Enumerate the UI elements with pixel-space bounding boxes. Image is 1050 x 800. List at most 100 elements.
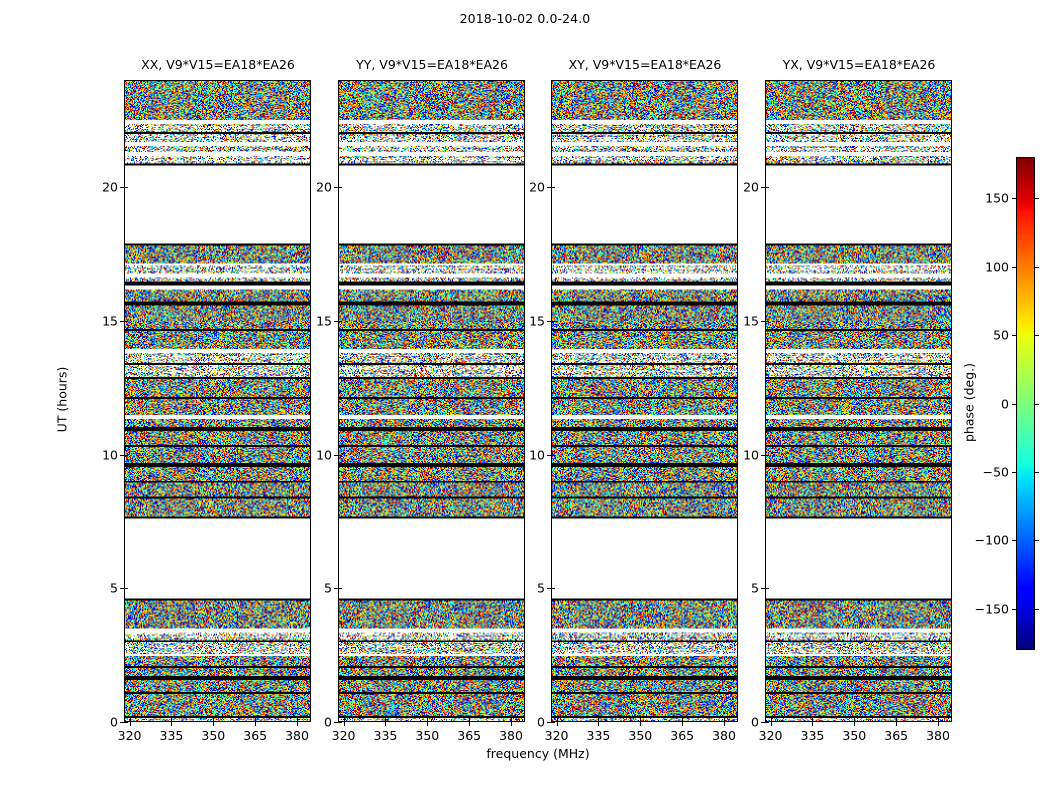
x-tick-label: 335 <box>800 728 825 743</box>
x-tick <box>770 722 772 726</box>
y-tick-label: 20 <box>316 179 332 195</box>
panel-xx: XX, V9*V15=EA18*EA26 320 335 350 365 380 0 5 10 1… <box>102 57 311 743</box>
x-tick-inner <box>938 718 940 722</box>
y-tick-label: 20 <box>102 179 118 195</box>
y-tick <box>547 320 551 322</box>
panel-xy-axes <box>551 80 738 722</box>
x-tick-inner <box>770 718 772 722</box>
panel-yx-axes <box>765 80 952 722</box>
panel-xx-heatmap <box>125 81 310 721</box>
panel-yx: YX, V9*V15=EA18*EA26 320 335 350 365 380 0 5 10 1… <box>743 57 952 743</box>
y-tick-label: 5 <box>751 580 759 596</box>
y-tick-label: 10 <box>102 447 118 462</box>
y-tick <box>547 588 551 590</box>
x-tick <box>511 722 513 726</box>
y-tick <box>761 187 765 188</box>
panel-xy-title: XY, V9*V15=EA18*EA26 <box>568 57 722 72</box>
y-axis-label: UT (hours) <box>54 366 70 433</box>
x-tick <box>427 722 429 726</box>
y-tick-label: 20 <box>529 179 545 195</box>
colorbar-tick-label: −50 <box>982 464 1009 480</box>
x-tick-inner <box>385 718 387 722</box>
y-tick <box>334 722 338 723</box>
y-tick-label: 0 <box>110 714 118 730</box>
x-tick-label: 365 <box>670 728 695 743</box>
x-tick-label: 320 <box>544 728 569 743</box>
x-tick-inner <box>854 718 856 722</box>
x-tick-inner <box>427 718 429 722</box>
x-tick-inner <box>598 718 600 722</box>
x-tick-inner <box>724 718 726 722</box>
x-tick-inner <box>129 718 131 722</box>
y-tick-label: 0 <box>324 714 332 730</box>
x-tick-label: 350 <box>628 728 653 743</box>
x-tick-label: 380 <box>712 728 736 743</box>
panel-xx-title: XX, V9*V15=EA18*EA26 <box>141 57 295 72</box>
x-tick <box>297 722 299 726</box>
x-tick <box>385 722 387 726</box>
x-tick <box>682 722 684 726</box>
colorbar-tick-label: 0 <box>1001 396 1009 411</box>
y-tick-label: 15 <box>316 313 332 329</box>
colorbar-tick <box>1035 198 1039 200</box>
colorbar <box>1016 157 1035 650</box>
y-tick <box>120 454 124 456</box>
y-tick-label: 5 <box>537 580 545 596</box>
y-tick-inner <box>551 320 555 322</box>
x-tick-label: 365 <box>457 728 482 743</box>
x-tick-inner <box>556 718 558 722</box>
y-tick-label: 10 <box>529 447 545 462</box>
x-tick-label: 320 <box>331 728 356 743</box>
y-tick-label: 5 <box>110 580 118 596</box>
colorbar-tick <box>1012 471 1016 473</box>
y-tick <box>761 588 765 590</box>
panel-yy-axes <box>338 80 525 722</box>
x-tick-label: 320 <box>117 728 142 743</box>
colorbar-tick <box>1012 266 1016 268</box>
x-tick-inner <box>343 718 345 722</box>
y-tick <box>334 320 338 322</box>
y-tick <box>761 722 765 723</box>
y-tick-inner <box>124 722 128 723</box>
x-tick <box>598 722 600 726</box>
x-tick-inner <box>896 718 898 722</box>
colorbar-tick <box>1035 335 1039 337</box>
x-tick <box>171 722 173 726</box>
x-tick <box>640 722 642 726</box>
y-tick-label: 0 <box>751 714 759 730</box>
x-tick-inner <box>297 718 299 722</box>
y-tick-inner <box>338 320 342 322</box>
y-tick <box>120 722 124 723</box>
y-tick-inner <box>765 588 769 590</box>
x-tick-inner <box>171 718 173 722</box>
x-tick <box>343 722 345 726</box>
y-tick-label: 0 <box>537 714 545 730</box>
panel-xx-axes <box>124 80 311 722</box>
colorbar-gradient <box>1016 157 1035 650</box>
x-tick-inner <box>812 718 814 722</box>
y-tick-inner <box>765 722 769 723</box>
y-tick <box>334 187 338 188</box>
x-tick-label: 350 <box>415 728 440 743</box>
x-tick <box>724 722 726 726</box>
panel-xy: XY, V9*V15=EA18*EA26 320 335 350 365 380 0 5 10 1… <box>529 57 738 743</box>
x-tick <box>896 722 898 726</box>
y-tick-inner <box>765 187 769 188</box>
y-tick-inner <box>338 722 342 723</box>
colorbar-tick <box>1012 198 1016 200</box>
x-tick-inner <box>682 718 684 722</box>
x-tick-inner <box>469 718 471 722</box>
colorbar-label: phase (deg.) <box>961 362 977 442</box>
x-tick-label: 350 <box>842 728 867 743</box>
y-tick-inner <box>338 187 342 188</box>
y-tick <box>761 454 765 456</box>
x-tick-inner <box>213 718 215 722</box>
colorbar-tick <box>1012 608 1016 610</box>
y-tick-label: 5 <box>324 580 332 596</box>
y-tick <box>120 320 124 322</box>
colorbar-tick <box>1035 608 1039 610</box>
y-tick-inner <box>338 454 342 456</box>
x-tick <box>469 722 471 726</box>
y-tick <box>547 722 551 723</box>
x-tick-label: 380 <box>926 728 950 743</box>
